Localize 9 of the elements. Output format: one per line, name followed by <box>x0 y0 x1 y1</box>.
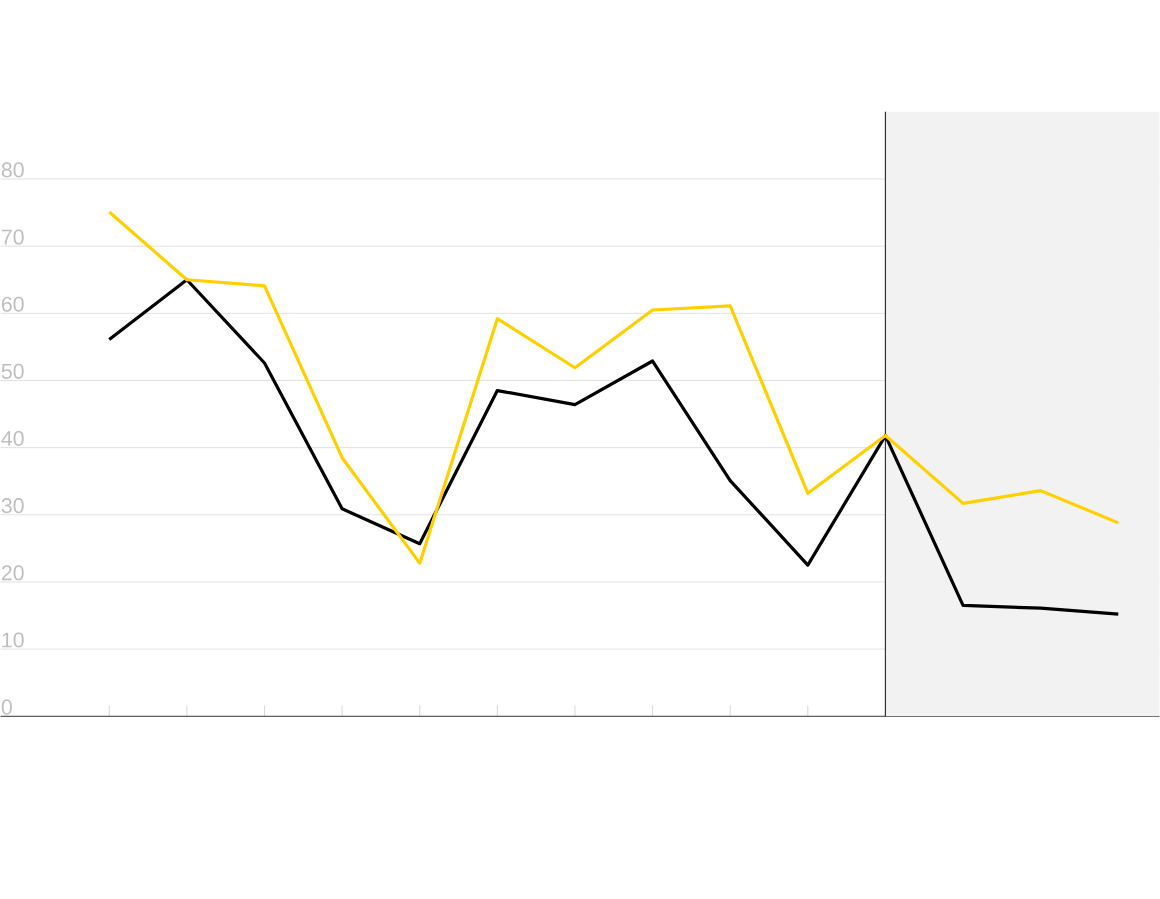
y-tick-label: 50 <box>1 363 24 379</box>
y-tick-label: 70 <box>1 229 24 245</box>
y-tick-label: 30 <box>1 498 24 514</box>
y-tick-label: 10 <box>2 632 24 648</box>
y-tick-label: 0 <box>1 699 12 715</box>
y-tick-label: 60 <box>1 296 24 312</box>
y-tick-label: 20 <box>1 565 24 581</box>
y-tick-label: 80 <box>1 162 24 178</box>
y-tick-label: 40 <box>1 430 24 447</box>
